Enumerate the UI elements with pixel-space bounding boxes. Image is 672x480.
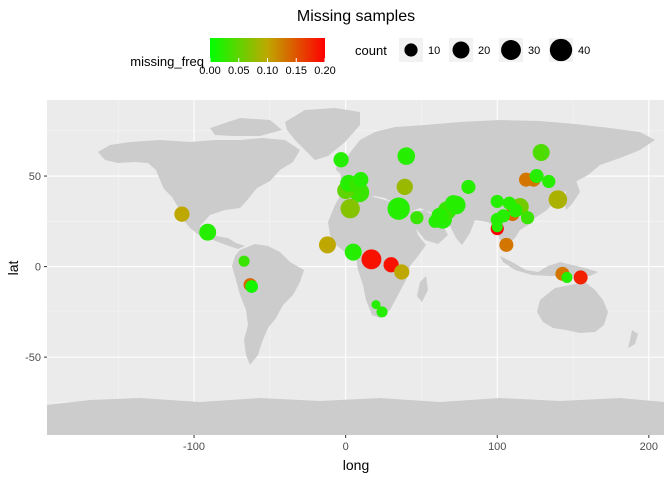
data-point (573, 270, 588, 285)
color-legend-tick-label: 0.05 (228, 65, 249, 77)
color-legend-title: missing_freq (130, 54, 204, 69)
data-point (548, 190, 568, 209)
x-axis-label: long (343, 457, 369, 473)
y-tick-label: 0 (35, 262, 41, 274)
antarctica-land (47, 398, 664, 435)
madagascar-land (417, 276, 428, 302)
north-america-land (98, 138, 300, 249)
x-tick-label: 0 (343, 441, 349, 453)
data-point (333, 152, 349, 168)
data-point (410, 211, 424, 225)
data-point (461, 179, 476, 194)
data-point (318, 236, 336, 254)
legend: missing_freq 0.00 0.05 0.10 0.15 0.20 count … (130, 38, 590, 77)
data-point (397, 147, 416, 165)
size-legend-key-dot (452, 41, 470, 59)
size-legend-label: 20 (478, 45, 490, 57)
japan-land (564, 180, 580, 210)
data-point (394, 264, 410, 280)
color-legend-tick-label: 0.20 (314, 65, 335, 77)
data-point (387, 197, 410, 220)
data-point (353, 172, 369, 188)
data-point (383, 257, 399, 273)
data-point (371, 300, 381, 310)
data-point (490, 194, 504, 208)
color-legend-tick-label: 0.15 (286, 65, 307, 77)
data-point (561, 271, 573, 284)
color-legend-tick-label: 0.00 (199, 65, 220, 77)
data-point (520, 211, 535, 225)
data-point (361, 249, 382, 270)
size-legend-title: count (355, 43, 387, 58)
data-point (344, 243, 362, 261)
data-point (428, 214, 442, 228)
data-point (542, 174, 556, 189)
data-point (245, 280, 259, 293)
size-legend-label: 30 (528, 45, 540, 57)
data-point (174, 206, 190, 222)
world-land (47, 108, 664, 435)
chart-title: Missing samples (297, 8, 415, 25)
data-point (532, 144, 550, 161)
data-point (199, 223, 217, 241)
x-tick-label: 200 (640, 441, 658, 453)
data-point (496, 209, 510, 223)
size-legend-label: 10 (428, 45, 440, 57)
data-point (491, 221, 503, 233)
y-tick-label: 50 (29, 171, 41, 183)
data-point (396, 178, 413, 196)
axis-ticks: -100 0 100 200 -50 0 50 (25, 171, 658, 453)
color-legend-ticks: 0.00 0.05 0.10 0.15 0.20 (199, 58, 336, 77)
size-legend-key-dot (549, 38, 573, 62)
data-point (376, 306, 388, 318)
color-legend-tick-label: 0.10 (257, 65, 278, 77)
y-tick-label: -50 (25, 352, 41, 364)
new-zealand-land (628, 330, 638, 348)
greenland-land (285, 108, 360, 160)
size-legend-key-dot (501, 40, 521, 60)
size-legend-keys: 10 20 30 40 (399, 38, 590, 62)
eurasia-land (340, 120, 655, 245)
data-point (502, 196, 516, 210)
south-america-land (232, 244, 304, 365)
data-point (529, 169, 544, 184)
x-tick-label: 100 (488, 441, 506, 453)
size-legend-key-dot (404, 43, 418, 57)
indonesia-land (500, 256, 598, 276)
data-point (499, 237, 514, 252)
data-point (445, 195, 462, 212)
data-points (174, 144, 588, 318)
data-point (238, 255, 250, 267)
y-axis-label: lat (5, 261, 21, 276)
australia-land (537, 282, 608, 333)
x-tick-label: -100 (183, 441, 205, 453)
canadian-arctic-islands (210, 118, 282, 136)
data-point (340, 198, 360, 219)
size-legend-label: 40 (578, 45, 590, 57)
